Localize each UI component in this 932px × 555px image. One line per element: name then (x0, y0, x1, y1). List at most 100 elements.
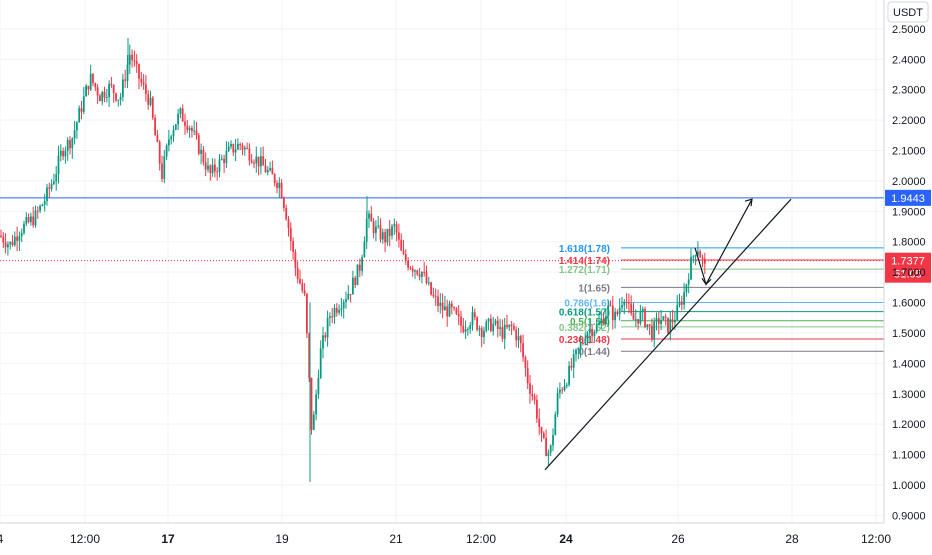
candle-body (563, 385, 566, 391)
candle-body (469, 325, 472, 330)
candle-body (565, 384, 568, 386)
candle-body (335, 307, 338, 313)
candle-body (172, 129, 175, 137)
candle-body (632, 313, 635, 320)
candle-body (202, 149, 205, 163)
candle-body (600, 318, 603, 323)
candle-body (92, 73, 94, 84)
candle-body (630, 303, 633, 314)
candle-body (306, 293, 308, 334)
candle-body (381, 232, 384, 240)
candle-body (701, 257, 704, 259)
candle-body (568, 365, 570, 385)
y-tick-label: 1.8000 (892, 237, 926, 249)
candle-body (71, 138, 74, 149)
candle-body (331, 316, 334, 318)
candle-body (184, 121, 186, 126)
arrow-head-up (744, 198, 753, 207)
fibonacci-extension[interactable]: 1.618(1.78)1.414(1.74)1.272(1.71) 1(1.65)… (559, 244, 884, 358)
candle-body (27, 217, 30, 222)
candle-body (283, 197, 285, 209)
candle-body (220, 158, 223, 160)
x-tick-label: 28 (785, 532, 799, 546)
candle-body (195, 130, 198, 136)
current-price-value: 1.7377 (891, 256, 925, 268)
candle-body (416, 270, 419, 275)
candle-body (393, 224, 396, 227)
candle-body (593, 331, 596, 337)
candle-body (664, 316, 667, 318)
candle-body (623, 301, 626, 305)
y-tick-label: 1.3000 (892, 389, 926, 401)
candle-body (363, 241, 366, 258)
candle-body (158, 141, 161, 164)
candle-body (273, 174, 276, 183)
candle-body (358, 264, 361, 271)
y-tick-label: 2.1000 (892, 146, 926, 158)
candle-body (89, 73, 92, 90)
candle-body (289, 227, 292, 242)
candle-body (522, 343, 524, 358)
candle-body (234, 149, 237, 153)
candle-body (508, 324, 511, 328)
candle-body (618, 307, 621, 315)
currency-badge[interactable]: USDT (887, 1, 929, 23)
candle-body (101, 91, 104, 102)
candle-body (207, 165, 209, 170)
candle-body (669, 319, 672, 333)
candle-body (11, 242, 14, 246)
candle-body (73, 130, 76, 139)
candle-body (312, 414, 315, 430)
candle-body (434, 296, 437, 298)
candle-body (457, 313, 460, 317)
candle-body (163, 156, 166, 179)
candle-body (621, 304, 623, 308)
candle-body (142, 82, 145, 85)
candle-body (13, 236, 16, 246)
candle-body (301, 283, 304, 291)
candle-body (462, 325, 465, 332)
y-tick-label: 1.5000 (892, 328, 926, 340)
candle-body (154, 117, 156, 136)
candle-body (526, 367, 529, 384)
candle-body (501, 327, 504, 339)
candle-body (329, 316, 331, 319)
candle-body (577, 347, 580, 350)
candle-body (82, 96, 85, 112)
candle-body (549, 445, 552, 453)
candle-body (513, 325, 515, 330)
candle-body (407, 260, 409, 268)
fib-level-label: 1.272(1.71) (559, 265, 610, 276)
candle-body (250, 160, 253, 163)
candle-body (34, 210, 37, 226)
candle-body (625, 301, 628, 303)
candle-body (607, 305, 610, 317)
candle-body (687, 279, 690, 285)
candle-body (683, 292, 685, 305)
candle-body (255, 156, 258, 164)
y-tick-label: 1.4000 (892, 358, 926, 370)
candle-body (575, 349, 577, 355)
candle-body (676, 305, 679, 321)
candle-body (115, 93, 117, 101)
candle-body (510, 324, 513, 326)
candle-body (78, 108, 81, 123)
candle-body (315, 394, 317, 415)
candle-body (23, 223, 25, 233)
candle-body (103, 91, 106, 98)
candle-body (140, 78, 143, 83)
candle-body (80, 108, 83, 112)
trendline[interactable] (544, 198, 792, 471)
candle-body (680, 301, 683, 305)
candle-body (559, 389, 561, 393)
candle-body (490, 318, 492, 332)
candle-body (441, 302, 444, 311)
candle-body (386, 228, 389, 243)
candle-body (427, 282, 430, 284)
arrow-head-down (701, 277, 712, 286)
drawings[interactable] (544, 198, 792, 471)
candle-body (193, 130, 196, 132)
